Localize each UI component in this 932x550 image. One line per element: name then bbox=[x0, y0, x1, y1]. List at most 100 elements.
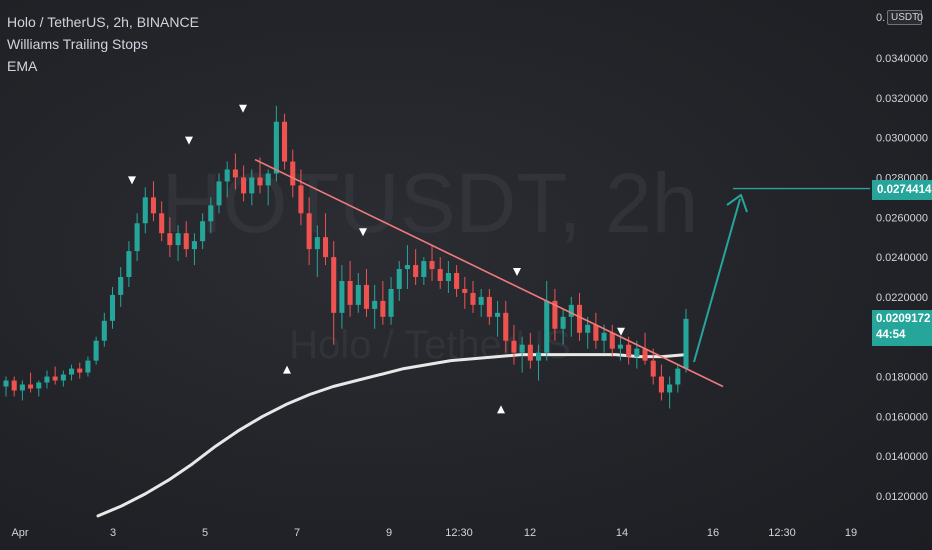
candle-body bbox=[85, 360, 91, 373]
candle-body bbox=[486, 296, 492, 317]
trendline[interactable] bbox=[254, 158, 724, 388]
indicator-ema[interactable]: EMA bbox=[7, 58, 38, 74]
indicator-williams[interactable]: Williams Trailing Stops bbox=[7, 36, 148, 52]
candle-body bbox=[314, 237, 320, 250]
ema-path bbox=[96, 353, 688, 518]
time-tick-label: 7 bbox=[294, 527, 300, 539]
stop-marker-down bbox=[185, 136, 193, 145]
candle-body bbox=[298, 185, 304, 214]
candle-body bbox=[601, 332, 607, 341]
candle-body bbox=[60, 374, 66, 381]
candle-body bbox=[282, 121, 288, 162]
candle-body bbox=[191, 241, 197, 250]
candle-body bbox=[527, 344, 533, 361]
candle-body bbox=[101, 320, 107, 341]
candle-body bbox=[585, 324, 591, 333]
candle-body bbox=[290, 161, 296, 186]
price-tick-label: 0.0260000 bbox=[876, 212, 928, 224]
candle-body bbox=[11, 380, 17, 391]
candle-body bbox=[28, 384, 34, 389]
symbol-title[interactable]: Holo / TetherUS, 2h, BINANCE bbox=[7, 14, 199, 30]
candle-body bbox=[306, 213, 312, 250]
candle-body bbox=[568, 304, 574, 317]
candle-body bbox=[273, 121, 279, 174]
candle-body bbox=[69, 368, 75, 375]
candle-body bbox=[232, 169, 238, 178]
time-tick-label: Apr bbox=[11, 527, 28, 539]
candle-body bbox=[445, 273, 451, 281]
price-axis-top-fragment: 0. bbox=[876, 12, 886, 24]
last-price-label: 0.0209172 44:54 bbox=[872, 310, 932, 346]
price-tick-label: 0.0240000 bbox=[876, 252, 928, 264]
price-tick-label: 0.0140000 bbox=[876, 451, 928, 463]
candle-body bbox=[339, 280, 345, 313]
price-axis[interactable]: 0.03400000.03200000.03000000.02800000.02… bbox=[876, 53, 928, 503]
candle-body bbox=[159, 213, 165, 234]
candle-body bbox=[437, 269, 443, 281]
price-tick-label: 0.0220000 bbox=[876, 292, 928, 304]
price-tick-label: 0.0120000 bbox=[876, 491, 928, 503]
price-axis-top-fragment-2: 0 bbox=[917, 12, 924, 24]
candle-body bbox=[200, 221, 206, 242]
candle-body bbox=[617, 344, 623, 349]
candle-body bbox=[519, 344, 525, 353]
time-tick-label: 19 bbox=[845, 527, 857, 539]
candle-body bbox=[322, 237, 329, 258]
candle-body bbox=[216, 181, 222, 206]
candle-body bbox=[52, 376, 58, 381]
candle-body bbox=[19, 384, 25, 391]
candle-body bbox=[241, 177, 247, 194]
candle-body bbox=[126, 251, 132, 277]
candle-body bbox=[109, 294, 116, 321]
arrow-shaft bbox=[693, 198, 741, 363]
time-tick-label: 12:30 bbox=[445, 527, 473, 539]
candle-body bbox=[36, 382, 42, 389]
candle-body bbox=[224, 169, 230, 182]
candle-body bbox=[175, 233, 181, 246]
candle-body bbox=[404, 265, 410, 270]
candle-body bbox=[183, 233, 189, 250]
watermark-symbol: HOTUSDT, 2h bbox=[162, 156, 699, 250]
candle-body bbox=[208, 205, 214, 222]
candle-body bbox=[380, 300, 386, 317]
candle-body bbox=[560, 316, 566, 329]
time-axis[interactable]: Apr 3 5 7 9 12:30 12 14 16 12:30 19 bbox=[11, 527, 857, 539]
time-tick-label: 12 bbox=[524, 527, 536, 539]
projection-arrow[interactable] bbox=[693, 187, 870, 363]
candle-body bbox=[77, 368, 83, 373]
candle-body bbox=[511, 340, 517, 353]
stop-marker-down bbox=[128, 176, 136, 185]
candle-body bbox=[265, 173, 271, 186]
candle-body bbox=[150, 197, 157, 214]
candle-body bbox=[429, 261, 435, 270]
candle-body bbox=[331, 257, 337, 313]
candle-body bbox=[462, 288, 468, 293]
candle-body bbox=[396, 269, 402, 289]
price-tick-label: 0.0340000 bbox=[876, 53, 928, 65]
candle-body bbox=[355, 284, 361, 305]
candle-body bbox=[626, 344, 632, 357]
candle-body bbox=[495, 312, 501, 317]
candle-body bbox=[118, 277, 124, 295]
candle-body bbox=[535, 352, 542, 361]
candle-body bbox=[576, 304, 583, 333]
candle-body bbox=[478, 296, 484, 305]
candle-body bbox=[667, 384, 673, 393]
candle-body bbox=[44, 376, 50, 383]
candle-body bbox=[257, 177, 263, 186]
stop-marker-down bbox=[617, 327, 625, 336]
target-price-label: 0.0274414 bbox=[872, 180, 932, 200]
ema-line bbox=[96, 353, 688, 518]
candle-body bbox=[167, 233, 173, 246]
candle-body bbox=[388, 288, 394, 317]
time-tick-label: 9 bbox=[386, 527, 392, 539]
candle-body bbox=[544, 300, 550, 353]
candle-body bbox=[609, 332, 615, 349]
time-tick-label: 5 bbox=[202, 527, 208, 539]
price-tick-label: 0.0300000 bbox=[876, 133, 928, 145]
candlestick-series bbox=[3, 105, 689, 409]
currency-badge[interactable]: USDT bbox=[887, 10, 923, 25]
williams-stop-markers bbox=[128, 104, 625, 414]
time-tick-label: 14 bbox=[616, 527, 628, 539]
